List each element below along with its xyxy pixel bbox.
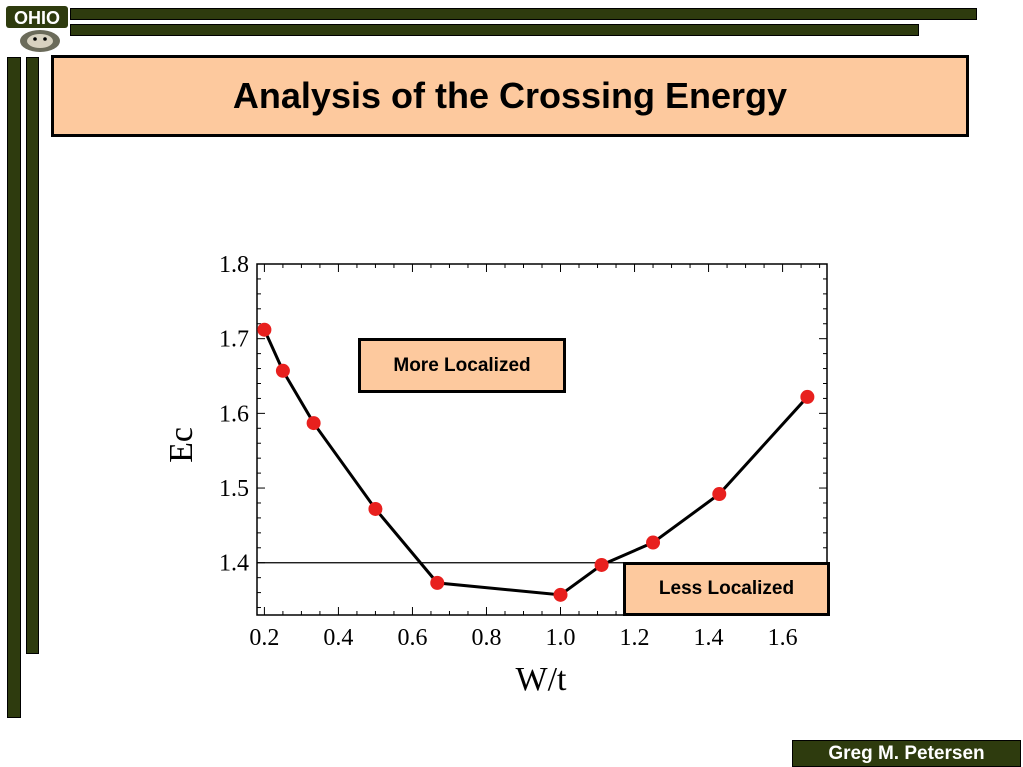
author-name: Greg M. Petersen <box>828 742 985 764</box>
data-point <box>430 575 445 590</box>
x-tick-label: 0.2 <box>249 625 279 651</box>
data-point <box>594 557 609 572</box>
data-point <box>306 416 321 431</box>
y-tick-label: 1.6 <box>219 401 249 427</box>
top-bar-lower <box>70 24 919 36</box>
page-title: Analysis of the Crossing Energy <box>232 75 788 116</box>
data-point <box>800 389 815 404</box>
x-tick-label: 0.8 <box>471 625 501 651</box>
data-point <box>646 535 661 550</box>
logo-text: OHIO <box>14 8 60 28</box>
less-localized-label: Less Localized <box>623 562 830 616</box>
data-point <box>553 587 568 602</box>
y-axis-label: Ec <box>163 427 200 463</box>
x-tick-label: 1.6 <box>768 625 798 651</box>
series-line <box>263 329 809 597</box>
author-badge: Greg M. Petersen <box>792 740 1021 767</box>
title-banner: Analysis of the Crossing Energy <box>51 55 969 137</box>
top-bar-upper <box>70 8 977 20</box>
y-tick-label: 1.4 <box>219 551 249 577</box>
crossing-energy-chart: 0.2 0.4 0.6 0.8 1.0 1.2 1.4 1.61.41.51.61.71.8 … <box>163 252 828 698</box>
left-bar-inner <box>26 57 39 654</box>
x-axis-label: W/t <box>516 661 568 698</box>
y-tick-label: 1.5 <box>219 476 249 502</box>
data-point <box>712 487 727 502</box>
ohio-bobcat-logo-icon: OHIO <box>6 6 68 52</box>
ohio-logo: OHIO <box>6 4 68 54</box>
left-bar-outer <box>7 57 21 718</box>
more-localized-label: More Localized <box>358 338 566 393</box>
x-tick-label: 1.4 <box>694 625 724 651</box>
data-point <box>275 363 290 378</box>
x-tick-label: 1.0 <box>546 625 576 651</box>
x-tick-label: 1.2 <box>620 625 650 651</box>
x-tick-label: 0.6 <box>397 625 427 651</box>
x-tick-label: 0.4 <box>323 625 353 651</box>
data-point <box>368 501 383 516</box>
y-tick-label: 1.8 <box>219 252 249 278</box>
y-tick-label: 1.7 <box>219 327 249 353</box>
data-point <box>257 322 272 337</box>
